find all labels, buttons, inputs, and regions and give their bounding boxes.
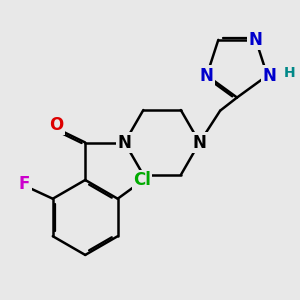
Text: N: N (118, 134, 131, 152)
Text: N: N (262, 67, 276, 85)
Text: N: N (193, 134, 206, 152)
Text: N: N (200, 67, 214, 85)
Text: F: F (19, 175, 30, 193)
Text: N: N (249, 31, 263, 49)
Text: H: H (284, 65, 296, 80)
Text: Cl: Cl (133, 171, 151, 189)
Text: O: O (49, 116, 64, 134)
